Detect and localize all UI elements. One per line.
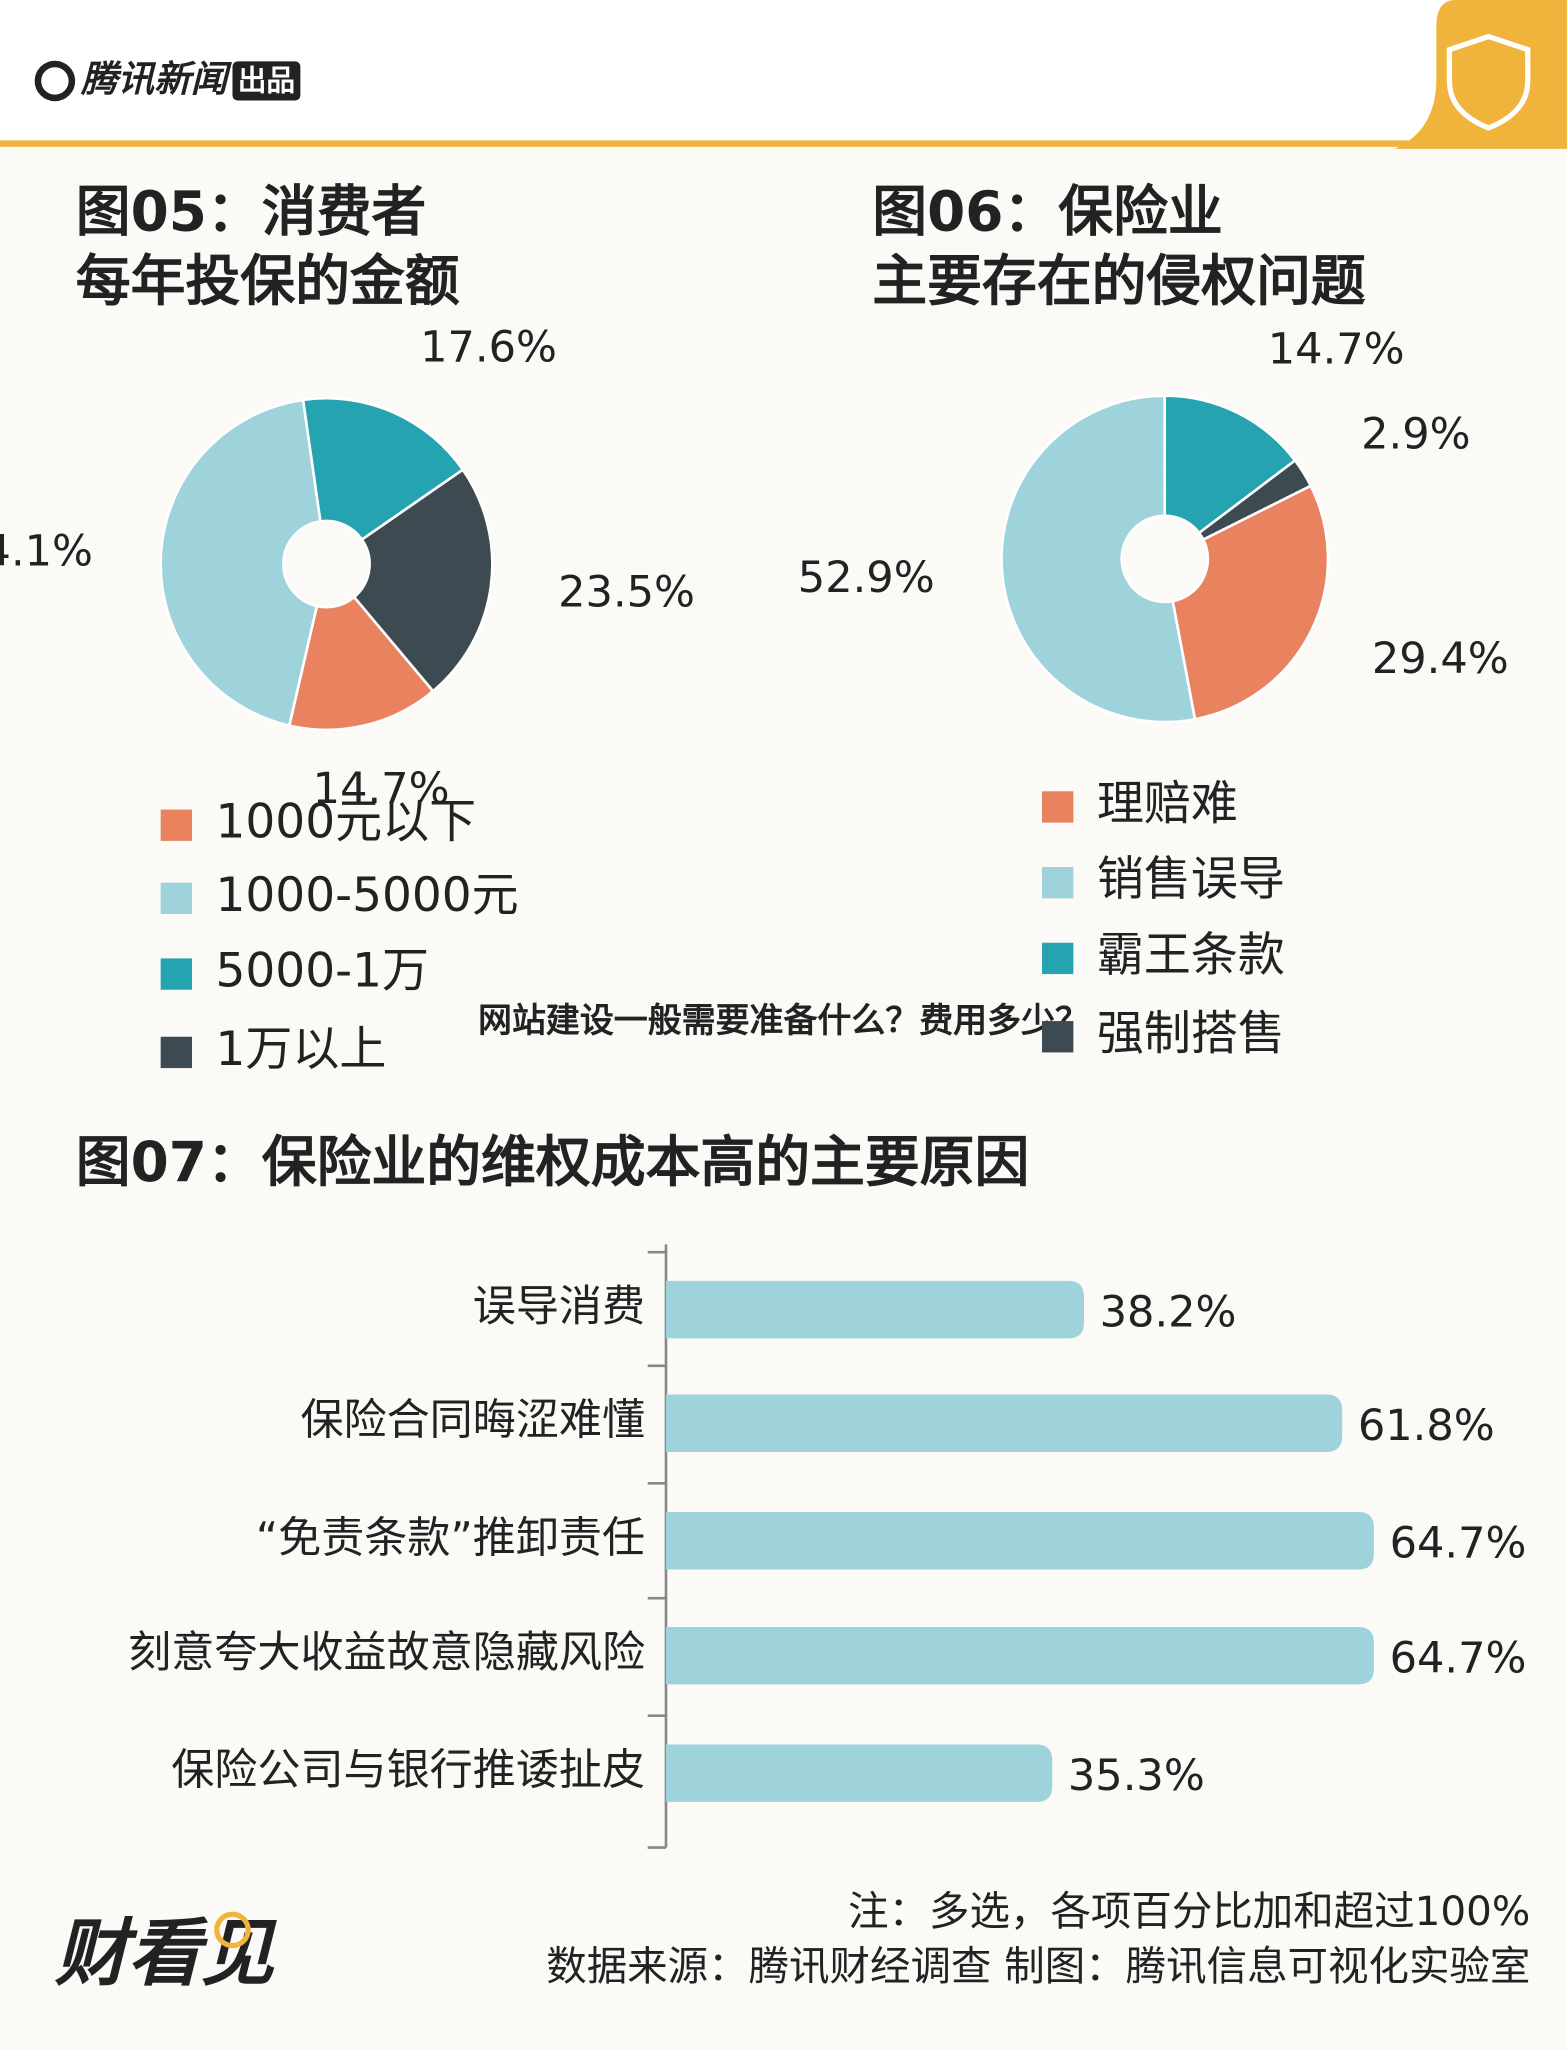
legend-label: 1000元以下 [216,795,477,850]
value-label: 61.8% [1358,1401,1495,1451]
pie-slice [1197,458,1313,542]
pie-slice [159,398,322,728]
pie-slice [1163,394,1297,535]
brand-tag-box [232,61,301,101]
footer-note: 注：多选，各项百分比加和超过100% [848,1887,1530,1935]
bar-category: 保险合同晦涩难懂 [300,1396,645,1446]
header-corner [1394,0,1567,149]
legend-label: 销售误导 [1097,852,1285,907]
pie-slice [1000,394,1197,724]
legend-swatch [160,958,193,990]
chart-title: 每年投保的金额 [76,249,460,313]
legend-label: 1000-5000元 [216,868,519,923]
pie-slice [352,467,494,693]
value-label: 17.6% [420,322,557,372]
legend-swatch [1042,791,1074,823]
bar-category: “免责条款”推卸责任 [256,1513,645,1563]
bar-category: 保险公司与银行推诿扯皮 [171,1746,645,1796]
legend-swatch [1042,1021,1074,1053]
legend-label: 理赔难 [1097,776,1238,831]
footer-source: 数据来源：腾讯财经调查 制图：腾讯信息可视化实验室 [546,1942,1530,1990]
bar [665,1280,1084,1339]
legend-label: 霸王条款 [1097,928,1285,983]
value-label: 29.4% [1372,634,1509,684]
value-label: 38.2% [1100,1287,1237,1337]
chart-title: 图07：保险业的维权成本高的主要原因 [76,1130,1030,1194]
legend-swatch [160,809,193,841]
overlay-title: 网站建设一般需要准备什么？费用多少？ [478,1001,1089,1041]
value-label: 52.9% [798,553,935,603]
logo-accent [214,1911,251,1949]
chart-title: 图06：保险业 [872,180,1222,244]
legend-swatch [160,882,193,915]
bar-category: 误导消费 [473,1282,645,1332]
bar [665,1394,1343,1452]
bar-category: 刻意夸大收益故意隐藏风险 [128,1628,645,1678]
value-label: 35.3% [1068,1751,1205,1801]
value-label: 44.1% [0,527,93,577]
chart-title: 图05：消费者 [76,180,426,244]
footer-logo: 财看见 [55,1912,277,1997]
brand-tag: 出品 [238,63,295,97]
value-label: 14.7% [1268,324,1405,374]
shield-icon [1446,33,1531,131]
value-label: 23.5% [558,568,695,618]
legend-swatch [1042,942,1074,975]
legend-label: 强制搭售 [1097,1006,1285,1061]
bar [665,1512,1374,1570]
pie-slice [301,396,465,542]
value-label: 2.9% [1361,409,1470,459]
bar [665,1744,1053,1802]
bar [665,1626,1374,1685]
value-label: 64.7% [1390,1633,1527,1683]
legend-label: 1万以上 [216,1022,387,1077]
pie-slice [1171,484,1330,721]
legend-swatch [1042,867,1074,899]
legend-swatch [160,1036,193,1069]
chart-title: 主要存在的侵权问题 [872,249,1366,313]
legend-label: 5000-1万 [216,944,429,999]
brand-icon [34,60,76,102]
value-label: 64.7% [1390,1518,1527,1568]
value-label: 14.7% [313,764,450,814]
brand: 腾讯新闻 [80,57,233,100]
pie-slice [287,595,435,732]
